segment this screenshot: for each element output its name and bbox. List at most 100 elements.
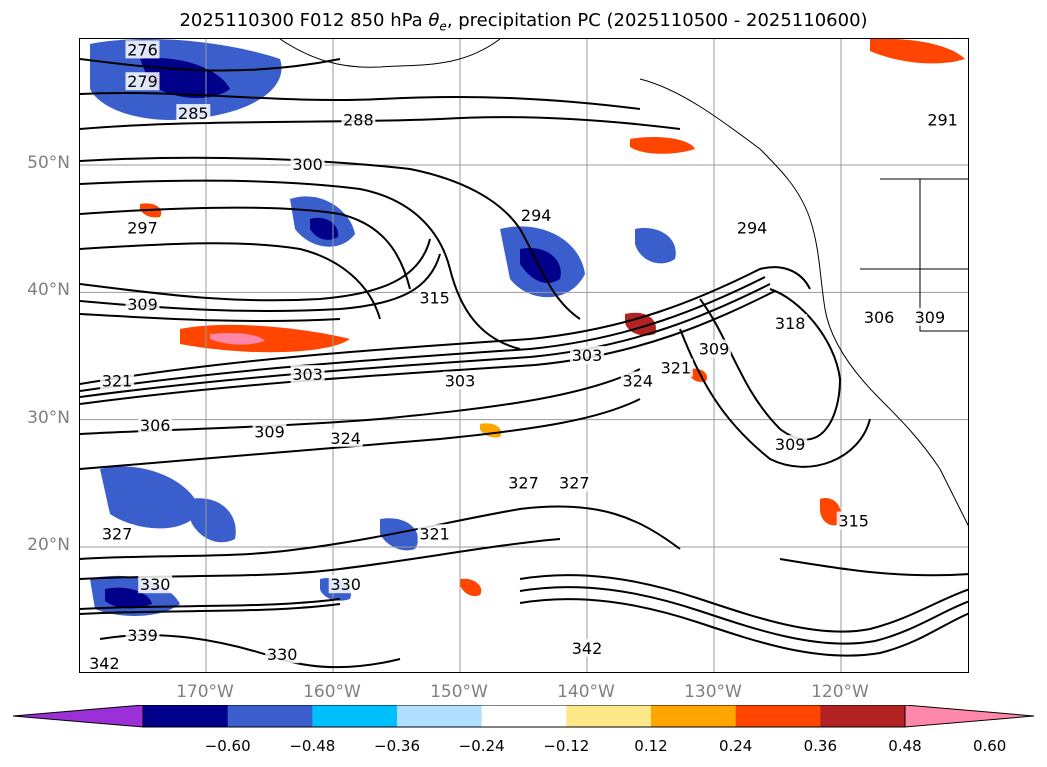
contour-label: 330: [330, 575, 361, 594]
contour-label-background: [773, 435, 808, 454]
contour-label: 285: [178, 104, 209, 123]
colorbar-outline: [142, 705, 906, 728]
colorbar-tick-label: −0.12: [543, 737, 590, 755]
map-canvas: 276 279 285 288 300 297 294 294 291 309 315 303 303 3…: [80, 39, 968, 673]
contour-line: [80, 91, 641, 110]
title-subscript: e: [439, 19, 447, 34]
colorbar-segment: [312, 705, 398, 727]
contour-label-background: [443, 371, 477, 390]
contour-label: 288: [343, 110, 374, 129]
contour-line: [779, 558, 968, 577]
colorbar-segment: [481, 705, 567, 727]
colorbar-segment: [735, 705, 821, 727]
contour-label: 291: [927, 110, 958, 129]
contour-label: 309: [699, 340, 730, 359]
precip-negative-area: [190, 498, 236, 543]
precip-negative-core: [520, 248, 561, 284]
contour-label-background: [138, 416, 173, 435]
contour-label: 303: [292, 365, 323, 384]
longitude-label: 170°W: [176, 682, 234, 702]
map-panel: 276 279 285 288 300 297 294 294 291 309 315 303 303 3…: [79, 38, 969, 673]
contour-label-background: [773, 314, 808, 333]
colorbar-tick-label: 0.12: [634, 737, 668, 755]
contour-label: 342: [89, 654, 120, 673]
contour-label-background: [87, 654, 122, 672]
contour-label: 321: [102, 371, 133, 390]
precip-negative-area: [635, 228, 676, 264]
colorbar-segment: [397, 705, 483, 727]
contour-label-background: [417, 524, 452, 543]
contour-label-background: [341, 110, 376, 129]
contour-label: 309: [127, 295, 158, 314]
contour-line: [80, 283, 771, 398]
colorbar-tick-label: 0.24: [718, 737, 753, 755]
contour-line: [80, 58, 341, 72]
contour-label-background: [417, 288, 452, 307]
theta-e-contours: [80, 58, 968, 669]
precip-positive-area: [630, 137, 695, 154]
contour-label: 330: [140, 575, 171, 594]
contour-line: [519, 586, 968, 645]
contour-label: 294: [521, 206, 552, 225]
longitude-label: 140°W: [557, 682, 615, 702]
state-border: [919, 179, 968, 332]
contour-label: 297: [127, 219, 158, 238]
precip-positive-area: [820, 498, 842, 526]
title-suffix: , precipitation PC (2025110500 - 2025110…: [446, 10, 868, 31]
contour-label: 330: [267, 645, 298, 664]
contour-label: 276: [127, 40, 158, 59]
contour-label: 309: [915, 308, 946, 327]
colorbar-tick-label: −0.48: [289, 737, 336, 755]
colorbar-tick-label: −0.36: [374, 737, 420, 755]
contour-label: 306: [864, 308, 895, 327]
coastline: [279, 39, 968, 527]
contour-label-background: [100, 371, 135, 390]
coastline-alaska: [279, 39, 501, 68]
contour-label-background: [658, 358, 693, 377]
contour-line: [519, 574, 968, 633]
longitude-label: 120°W: [811, 682, 869, 702]
precip-positive-area: [870, 39, 965, 64]
contour-label: 321: [419, 524, 450, 543]
contour-line: [80, 116, 681, 130]
contour-label-background: [125, 40, 160, 59]
contour-label-background: [252, 422, 287, 441]
precip-negative-area: [380, 518, 419, 551]
latitude-label: 40°N: [27, 280, 70, 301]
contour-label: 303: [572, 346, 603, 365]
colorbar-segment: [143, 705, 229, 727]
contour-label: 306: [140, 416, 171, 435]
contour-label-background: [862, 307, 897, 326]
contour-label: 300: [292, 155, 323, 174]
contour-label: 309: [775, 435, 806, 454]
contour-labels: 276 279 285 288 300 297 294 294 291 309 315 303 303 3…: [87, 40, 960, 673]
contour-label-background: [290, 155, 325, 173]
contour-label: 324: [623, 371, 654, 390]
contour-label: 315: [419, 289, 450, 308]
contour-line: [80, 398, 641, 470]
contour-label: 315: [838, 512, 869, 531]
contour-label-background: [125, 295, 160, 314]
contour-line: [519, 598, 968, 657]
contour-line: [80, 276, 766, 392]
colorbar-segment: [227, 705, 313, 727]
latitude-label: 30°N: [27, 407, 70, 428]
contour-label-background: [570, 346, 604, 364]
contour-label: 321: [661, 359, 692, 378]
contour-label: 327: [508, 473, 539, 492]
contour-label-background: [735, 218, 770, 237]
contour-label-background: [328, 575, 363, 594]
contour-label: 324: [330, 429, 361, 448]
contour-line: [80, 206, 411, 290]
contour-line: [80, 238, 431, 302]
colorbar-segment: [820, 705, 906, 727]
latitude-label: 50°N: [27, 153, 70, 173]
contour-label-background: [176, 104, 211, 123]
contour-label: 294: [737, 219, 768, 238]
colorbar-tick-label: 0.48: [888, 737, 922, 755]
contour-line: [80, 290, 776, 405]
longitude-label: 150°W: [430, 682, 488, 702]
title-prefix: 2025110300 F012 850 hPa: [179, 10, 429, 31]
contour-label-background: [519, 205, 554, 224]
contour-label-background: [912, 307, 947, 326]
